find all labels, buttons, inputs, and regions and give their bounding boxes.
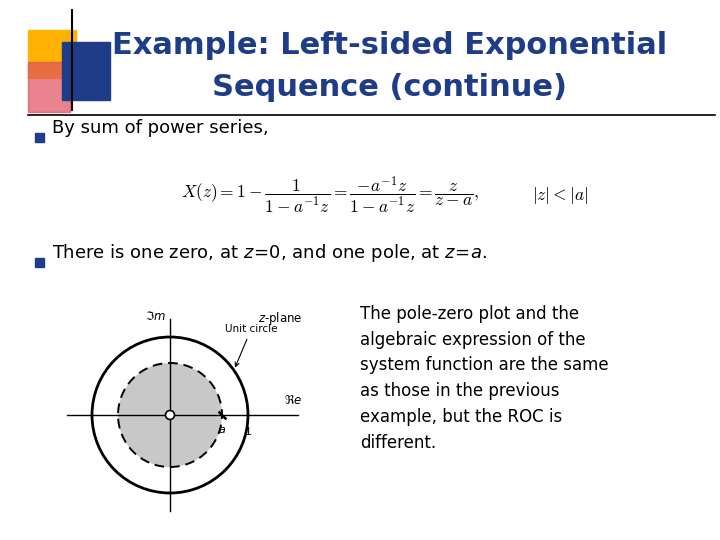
- Text: $z$-plane: $z$-plane: [258, 310, 302, 327]
- Text: Unit circle: Unit circle: [225, 324, 277, 367]
- Bar: [35, 133, 44, 142]
- Bar: [28, 30, 76, 78]
- Text: Example: Left-sided Exponential: Example: Left-sided Exponential: [112, 30, 667, 59]
- Text: $\Im m$: $\Im m$: [145, 310, 166, 323]
- Circle shape: [118, 363, 222, 467]
- Bar: [28, 62, 70, 112]
- Circle shape: [166, 410, 174, 420]
- Text: $a$: $a$: [218, 425, 226, 435]
- Text: The pole-zero plot and the
algebraic expression of the
system function are the s: The pole-zero plot and the algebraic exp…: [360, 305, 608, 451]
- Text: $X(z)=1-\dfrac{1}{1-a^{-1}z}=\dfrac{-a^{-1}z}{1-a^{-1}z}=\dfrac{z}{z-a},$: $X(z)=1-\dfrac{1}{1-a^{-1}z}=\dfrac{-a^{…: [181, 174, 480, 215]
- Text: $|z|<|a|$: $|z|<|a|$: [532, 185, 588, 206]
- Bar: [35, 258, 44, 267]
- Bar: [62, 42, 110, 100]
- Text: Sequence (continue): Sequence (continue): [212, 73, 567, 103]
- Text: There is one zero, at $z\!=\!0$, and one pole, at $z\!=\!a$.: There is one zero, at $z\!=\!0$, and one…: [52, 242, 487, 264]
- Text: By sum of power series,: By sum of power series,: [52, 119, 269, 137]
- Text: $\Re e$: $\Re e$: [284, 394, 302, 407]
- Text: $1$: $1$: [244, 425, 252, 437]
